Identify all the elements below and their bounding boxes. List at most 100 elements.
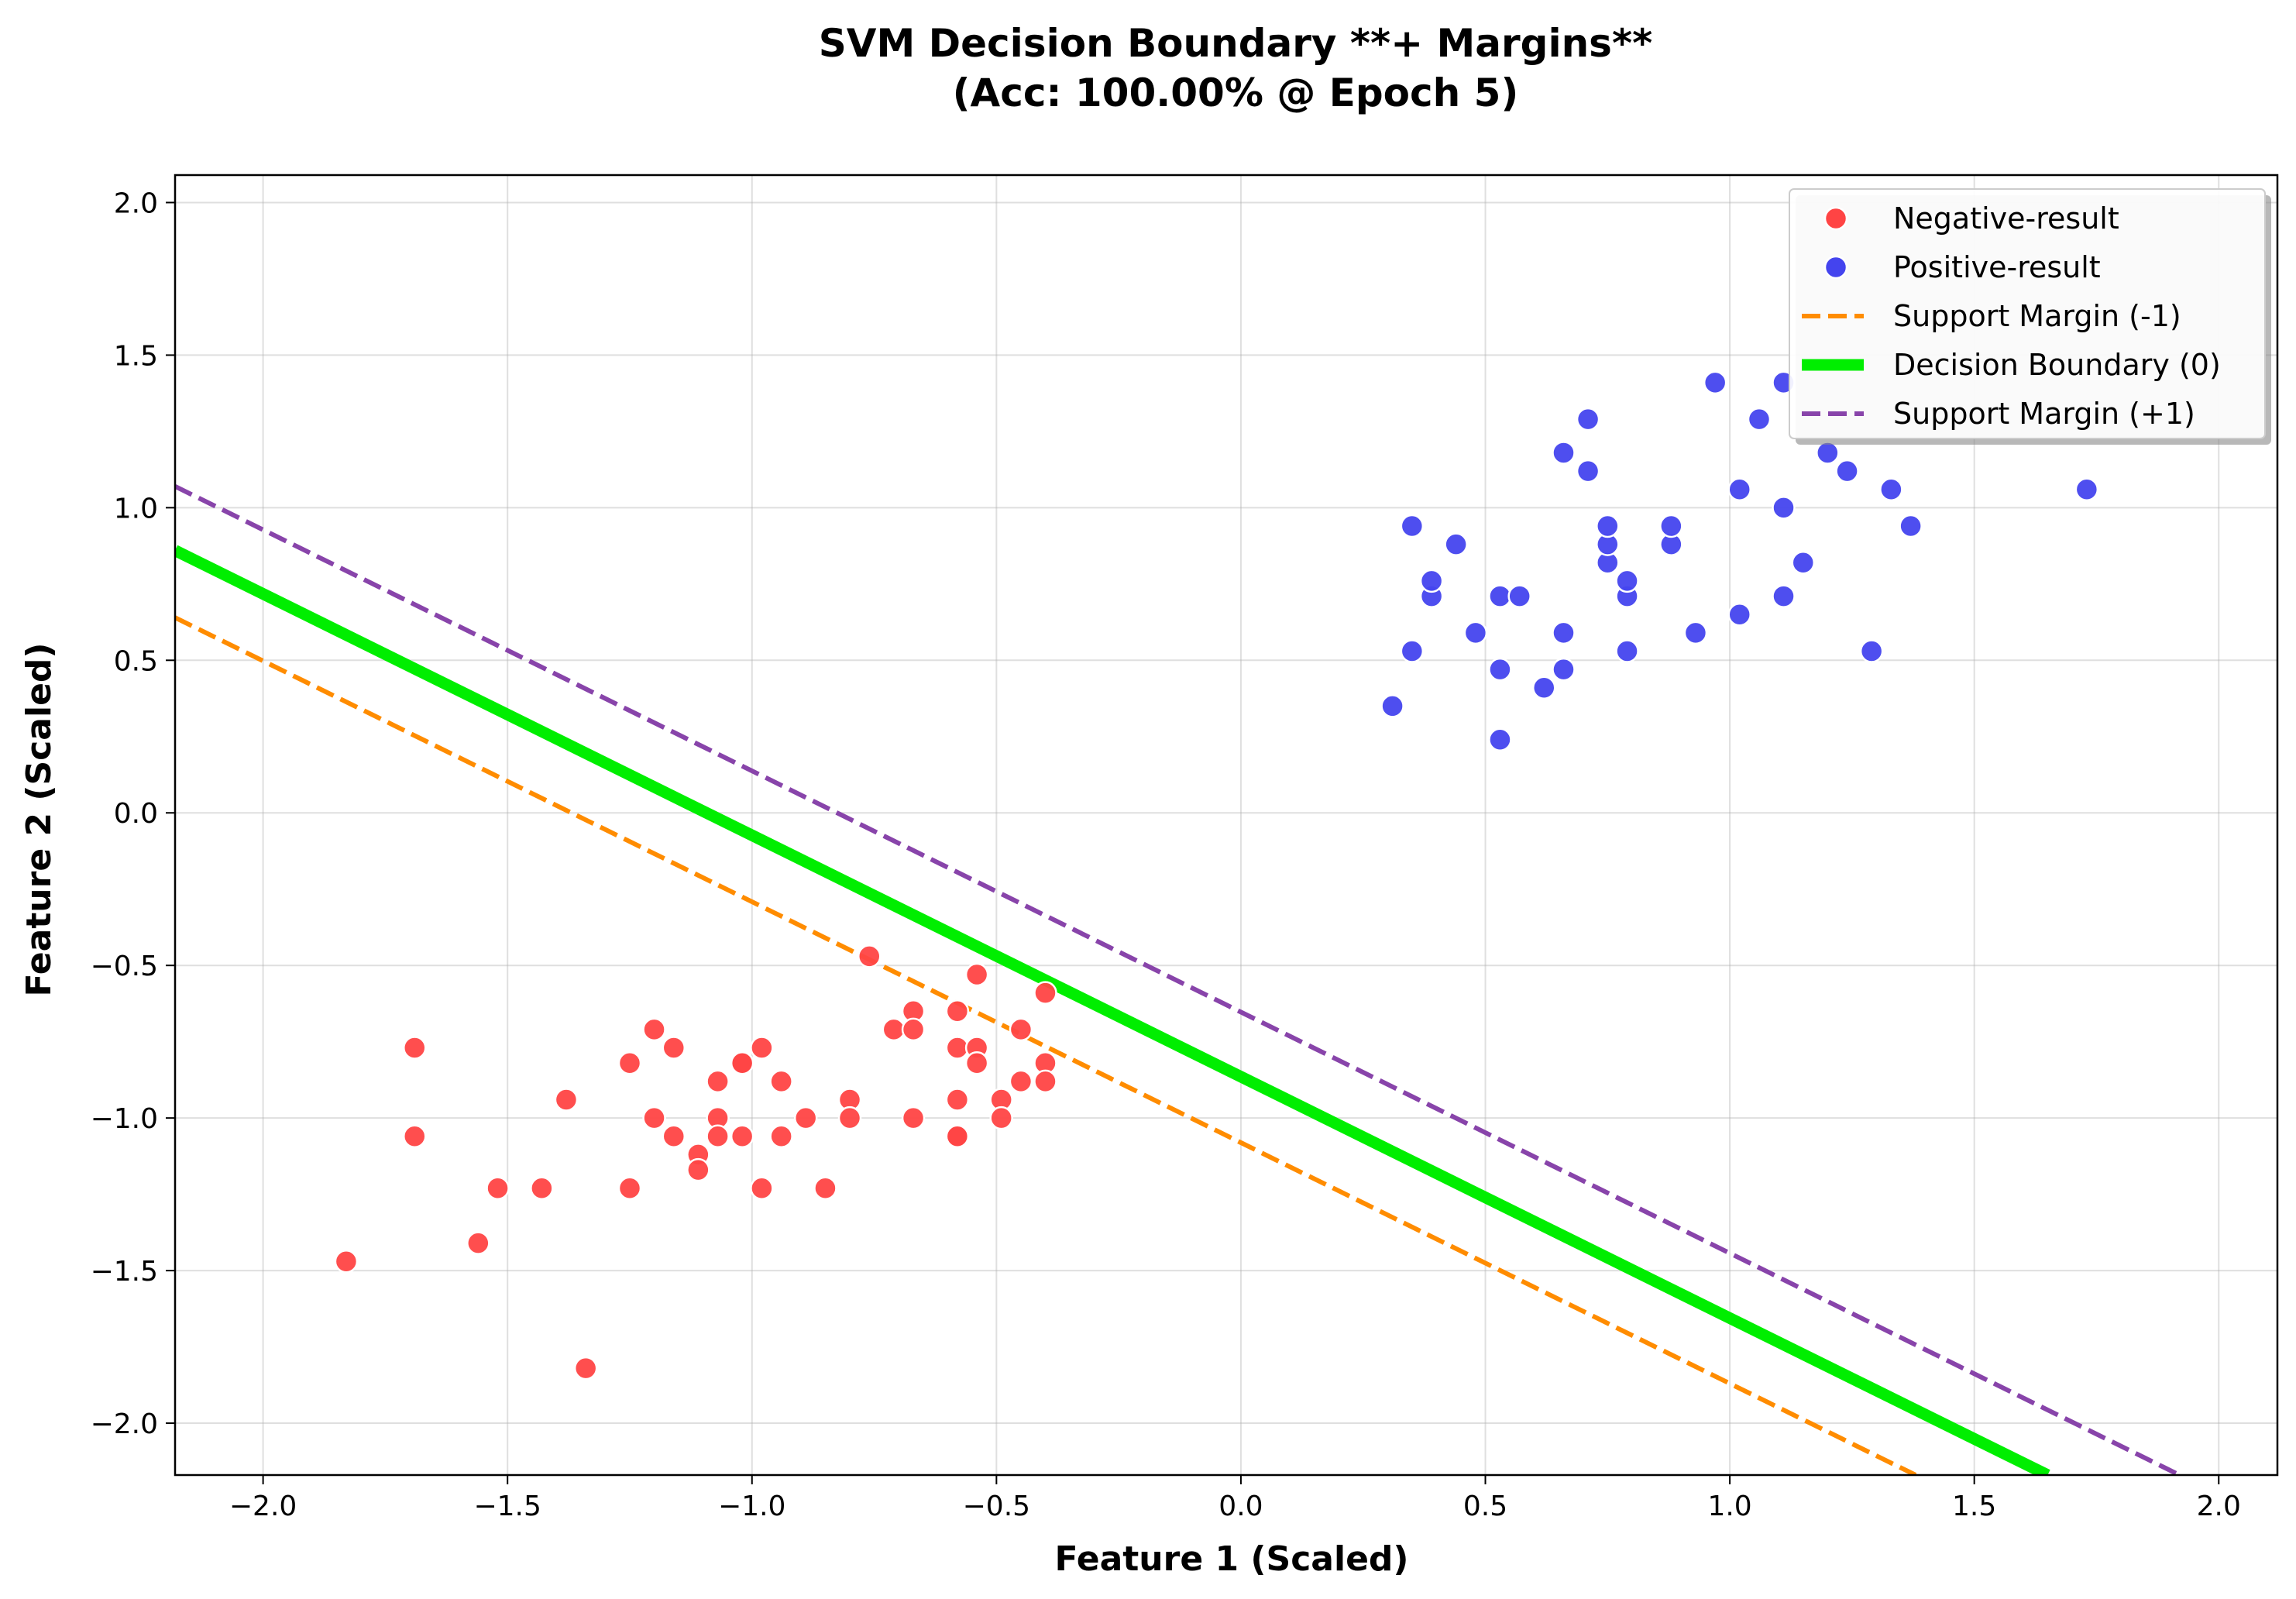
positive-point: [1615, 569, 1639, 593]
negative-point: [858, 944, 882, 968]
positive-point: [1772, 496, 1796, 520]
positive-point: [1576, 407, 1600, 432]
negative-point: [403, 1036, 427, 1060]
negative-point: [662, 1036, 686, 1060]
negative-point: [750, 1036, 774, 1060]
x-tick-label: 2.0: [2197, 1491, 2241, 1522]
x-tick-label: −2.0: [229, 1491, 297, 1522]
positive-point: [1488, 584, 1512, 608]
negative-point: [964, 962, 989, 987]
negative-point: [1009, 1017, 1033, 1042]
x-tick-label: 0.0: [1218, 1491, 1263, 1522]
negative-point: [573, 1356, 598, 1381]
negative-point: [813, 1176, 837, 1200]
positive-point: [1859, 639, 1884, 663]
line-layer: [175, 484, 2181, 1475]
positive-point: [1772, 584, 1796, 608]
chart-title-line1: SVM Decision Boundary **+ Margins**: [819, 21, 1653, 66]
positive-point: [1683, 621, 1708, 645]
negative-point: [642, 1106, 666, 1130]
positive-point: [1552, 621, 1576, 645]
decision-boundary-line: [175, 545, 2050, 1475]
negative-point: [730, 1051, 754, 1075]
positive-point: [1488, 657, 1512, 682]
tick-layer: −2.0 −1.5 −1.0 −0.5 0.0 0.5 1.0 1.5 2.0 −2.0 −1.5 −…: [91, 187, 2241, 1522]
negative-point: [945, 999, 970, 1023]
negative-point: [945, 1124, 970, 1149]
positive-point: [1747, 407, 1772, 432]
x-tick-label: −0.5: [963, 1491, 1030, 1522]
support-margin-line: [175, 615, 1917, 1475]
positive-point: [1899, 514, 1923, 538]
negative-point: [706, 1124, 730, 1149]
negative-point: [1033, 1069, 1057, 1094]
negative-point: [882, 1017, 906, 1042]
negative-point: [989, 1106, 1013, 1130]
plot-frame: [174, 174, 2279, 1477]
positive-point: [1419, 569, 1444, 593]
y-tick-label: −1.0: [91, 1103, 158, 1135]
negative-point: [706, 1069, 730, 1094]
positive-point: [1532, 676, 1556, 700]
negative-point: [486, 1176, 510, 1200]
negative-point: [403, 1124, 427, 1149]
legend: Negative-result Positive-result Support Ma…: [1789, 188, 2271, 445]
legend-label: Negative-result: [1893, 201, 2119, 236]
negative-point: [1033, 981, 1057, 1005]
positive-point: [1380, 694, 1404, 718]
positive-point: [1659, 514, 1683, 538]
positive-point: [1879, 477, 1903, 501]
positive-point: [1615, 639, 1639, 663]
negative-point: [1009, 1069, 1033, 1094]
positive-point: [1791, 550, 1816, 575]
negative-point: [662, 1124, 686, 1149]
point-layer: [334, 370, 2099, 1381]
legend-marker: [1823, 206, 1848, 231]
support-margin-line: [175, 484, 2181, 1475]
y-tick-label: 0.5: [114, 645, 158, 677]
legend-label: Decision Boundary (0): [1893, 348, 2221, 382]
positive-point: [1727, 602, 1751, 627]
x-tick-label: 0.5: [1463, 1491, 1507, 1522]
x-tick-label: 1.0: [1707, 1491, 1751, 1522]
x-tick-label: −1.5: [473, 1491, 541, 1522]
positive-point: [1703, 370, 1727, 395]
x-tick-label: −1.0: [718, 1491, 785, 1522]
negative-point: [945, 1036, 970, 1060]
legend-label: Support Margin (-1): [1893, 299, 2181, 333]
negative-point: [466, 1231, 490, 1255]
negative-point: [730, 1124, 754, 1149]
grid-layer: [175, 175, 2277, 1475]
y-tick-label: 2.0: [114, 187, 158, 219]
negative-point: [769, 1124, 793, 1149]
y-tick-label: −2.0: [91, 1408, 158, 1440]
negative-point: [642, 1017, 666, 1042]
y-tick-label: 1.0: [114, 493, 158, 524]
positive-point: [1463, 621, 1488, 645]
y-tick-label: −1.5: [91, 1256, 158, 1288]
negative-point: [617, 1051, 642, 1075]
positive-point: [1727, 477, 1751, 501]
negative-point: [617, 1176, 642, 1200]
negative-point: [945, 1088, 970, 1112]
y-axis-label: Feature 2 (Scaled): [19, 642, 59, 996]
chart-title-line2: (Acc: 100.00% @ Epoch 5): [953, 70, 1519, 115]
positive-point: [2074, 477, 2099, 501]
y-tick-label: −0.5: [91, 951, 158, 982]
negative-point: [750, 1176, 774, 1200]
legend-marker: [1823, 255, 1848, 280]
y-tick-label: 0.0: [114, 798, 158, 830]
y-tick-label: 1.5: [114, 340, 158, 372]
negative-point: [837, 1106, 862, 1130]
negative-point: [769, 1069, 793, 1094]
positive-point: [1400, 514, 1425, 538]
negative-point: [530, 1176, 554, 1200]
legend-label: Support Margin (+1): [1893, 397, 2195, 431]
positive-point: [1576, 459, 1600, 483]
positive-point: [1488, 727, 1512, 751]
negative-point: [964, 1051, 989, 1075]
negative-point: [793, 1106, 818, 1130]
positive-point: [1444, 532, 1468, 556]
